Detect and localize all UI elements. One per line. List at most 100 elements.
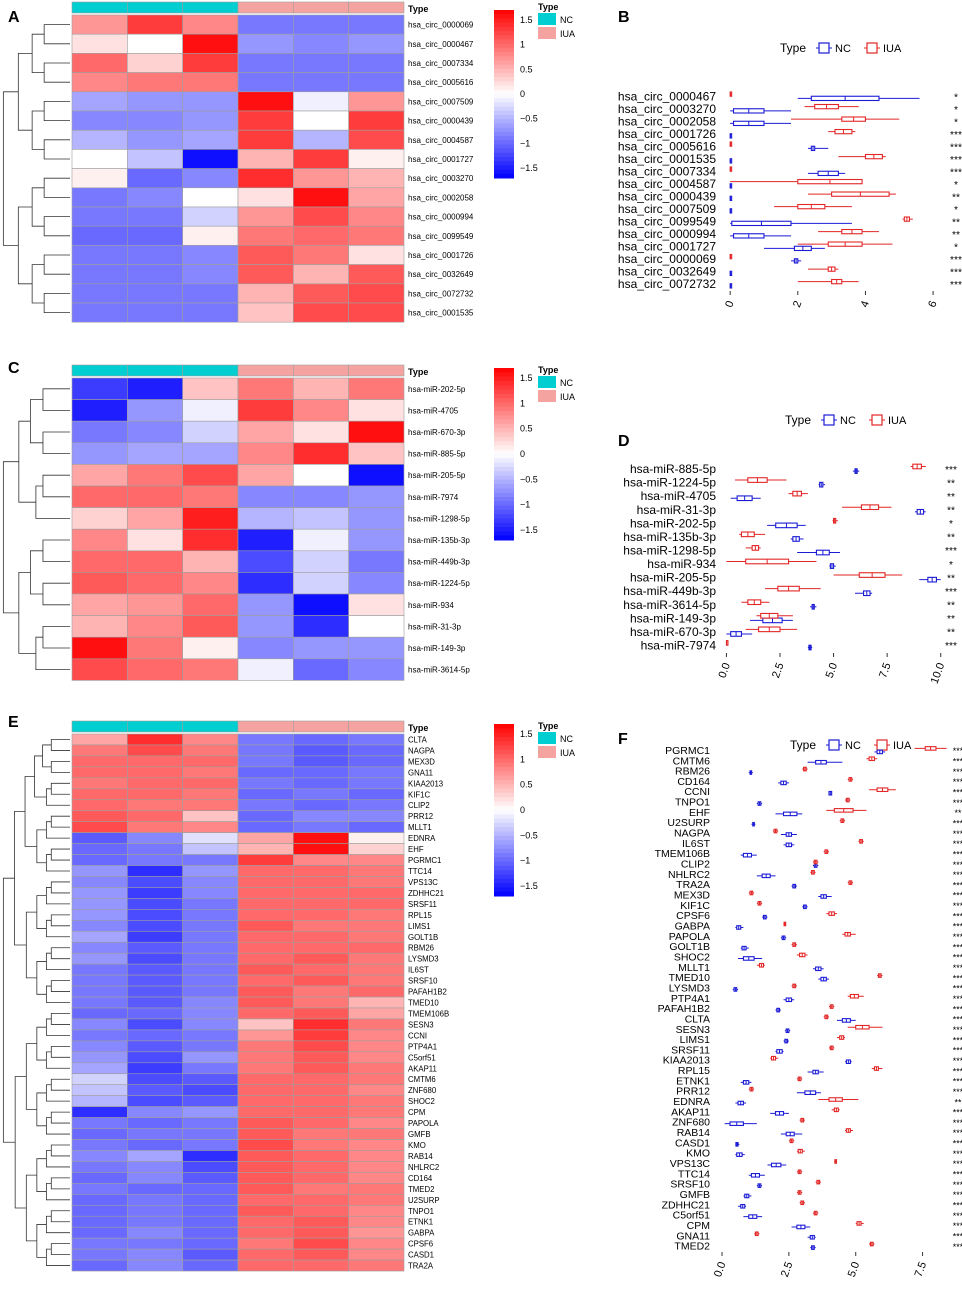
box-nc bbox=[919, 576, 941, 583]
box-row: EDNRA ** bbox=[673, 1096, 962, 1108]
row-label: PAFAH1B2 bbox=[408, 988, 447, 997]
heatmap-cell bbox=[127, 887, 183, 899]
category-label: SRSF11 bbox=[671, 1044, 710, 1056]
legend-label-iua: IUA bbox=[883, 43, 902, 55]
heatmap-cell bbox=[293, 149, 349, 169]
heatmap-cell bbox=[182, 302, 239, 323]
box-iua bbox=[831, 1107, 840, 1113]
heatmap-cell bbox=[127, 1194, 183, 1206]
category-label: hsa_circ_0000439 bbox=[618, 190, 716, 204]
heatmap-cell bbox=[237, 788, 294, 801]
box-nc bbox=[767, 522, 806, 529]
heatmap-cell bbox=[293, 1237, 349, 1250]
color-scale-step bbox=[494, 131, 514, 137]
row-label: hsa-miR-1224-5p bbox=[408, 579, 470, 588]
heatmap-cell bbox=[293, 996, 349, 1009]
box-row: RPL15 *** bbox=[678, 1065, 962, 1077]
dendrogram-branch bbox=[50, 782, 70, 795]
panel-label-F: F bbox=[618, 731, 628, 748]
heatmap-cell bbox=[182, 865, 239, 877]
color-scale-step bbox=[494, 883, 514, 888]
legend-key-nc bbox=[826, 739, 842, 751]
category-label: ZDHHC21 bbox=[662, 1199, 711, 1211]
heatmap-cell bbox=[127, 615, 183, 638]
heatmap-cell bbox=[237, 1106, 294, 1118]
category-label: hsa-miR-135b-3p bbox=[623, 530, 716, 544]
box-row: PRR12 *** bbox=[676, 1086, 962, 1098]
box-iua bbox=[833, 572, 903, 578]
category-label: hsa-miR-7974 bbox=[641, 639, 717, 653]
heatmap-cell bbox=[71, 14, 128, 35]
color-scale-step bbox=[494, 784, 514, 789]
heatmap-cell bbox=[237, 744, 294, 757]
heatmap-cell bbox=[237, 843, 294, 855]
color-scale-step bbox=[494, 810, 514, 815]
significance-mark: ** bbox=[947, 614, 955, 625]
heatmap-cell bbox=[182, 1029, 239, 1042]
box-nc bbox=[770, 1111, 789, 1116]
heatmap-cell bbox=[127, 821, 183, 833]
heatmap-cell bbox=[348, 1062, 405, 1075]
color-scale-step bbox=[494, 891, 514, 897]
row-label: hsa_circ_0005616 bbox=[408, 78, 474, 87]
heatmap-cell bbox=[71, 920, 128, 932]
heatmap-cell bbox=[127, 206, 183, 227]
box-iua bbox=[877, 973, 883, 978]
heatmap-cell bbox=[71, 1040, 128, 1053]
color-scale-step bbox=[494, 376, 514, 382]
box-nc bbox=[729, 158, 733, 164]
color-scale-step bbox=[494, 484, 514, 489]
significance-mark: *** bbox=[953, 891, 962, 901]
color-scale-step bbox=[494, 94, 514, 99]
significance-mark: *** bbox=[953, 839, 962, 849]
heatmap-cell bbox=[348, 33, 405, 54]
category-label: RPL15 bbox=[678, 1065, 710, 1077]
row-label: KIF1C bbox=[408, 790, 430, 799]
significance-mark: * bbox=[954, 205, 958, 216]
row-label: PRR12 bbox=[408, 812, 433, 821]
heatmap-cell bbox=[293, 72, 349, 93]
heatmap-cell bbox=[127, 854, 183, 866]
color-scale-step bbox=[494, 762, 514, 768]
heatmap-row: hsa-miR-934 bbox=[71, 593, 454, 616]
row-label: TMED10 bbox=[408, 999, 439, 1008]
heatmap-row: SRSF11 bbox=[71, 898, 437, 910]
heatmap-row: RAB14 bbox=[71, 1150, 433, 1162]
color-scale-tick: −1 bbox=[520, 856, 530, 866]
box-iua bbox=[729, 166, 733, 172]
significance-mark: *** bbox=[953, 1035, 962, 1045]
dendrogram-branch bbox=[45, 1018, 70, 1036]
box-nc bbox=[915, 508, 926, 515]
heatmap-cell bbox=[127, 1215, 183, 1228]
heatmap-row: U2SURP bbox=[71, 1194, 440, 1206]
heatmap-cell bbox=[293, 909, 349, 921]
heatmap-cell bbox=[348, 1095, 405, 1107]
box-iua bbox=[765, 585, 821, 592]
box-iua bbox=[791, 983, 797, 989]
category-label: TNPO1 bbox=[675, 797, 710, 809]
significance-mark: * bbox=[954, 180, 958, 191]
row-dendrogram bbox=[2, 388, 70, 670]
dendrogram-branch bbox=[25, 1043, 37, 1110]
box-row: hsa_circ_0002058 * bbox=[618, 115, 958, 129]
heatmap-cell bbox=[293, 1073, 349, 1086]
heatmap-cell bbox=[293, 1117, 349, 1129]
box-nc bbox=[812, 966, 824, 972]
row-label: LIMS1 bbox=[408, 922, 431, 931]
heatmap-row: KMO bbox=[71, 1139, 426, 1151]
color-scale-step bbox=[494, 492, 514, 498]
heatmap-cell bbox=[71, 952, 128, 965]
heatmap-cell bbox=[348, 788, 405, 801]
color-scale-step bbox=[494, 60, 514, 66]
color-scale-tick: 0 bbox=[520, 449, 525, 459]
heatmap-cell bbox=[127, 245, 183, 265]
heatmap-cell bbox=[348, 110, 405, 131]
dendrogram-branch bbox=[45, 952, 70, 971]
box-nc bbox=[807, 1069, 824, 1075]
significance-mark: *** bbox=[953, 849, 962, 859]
box-iua bbox=[839, 818, 846, 823]
box-iua bbox=[791, 116, 900, 122]
row-label: ZDHHC21 bbox=[408, 889, 444, 898]
box-iua bbox=[788, 490, 808, 497]
